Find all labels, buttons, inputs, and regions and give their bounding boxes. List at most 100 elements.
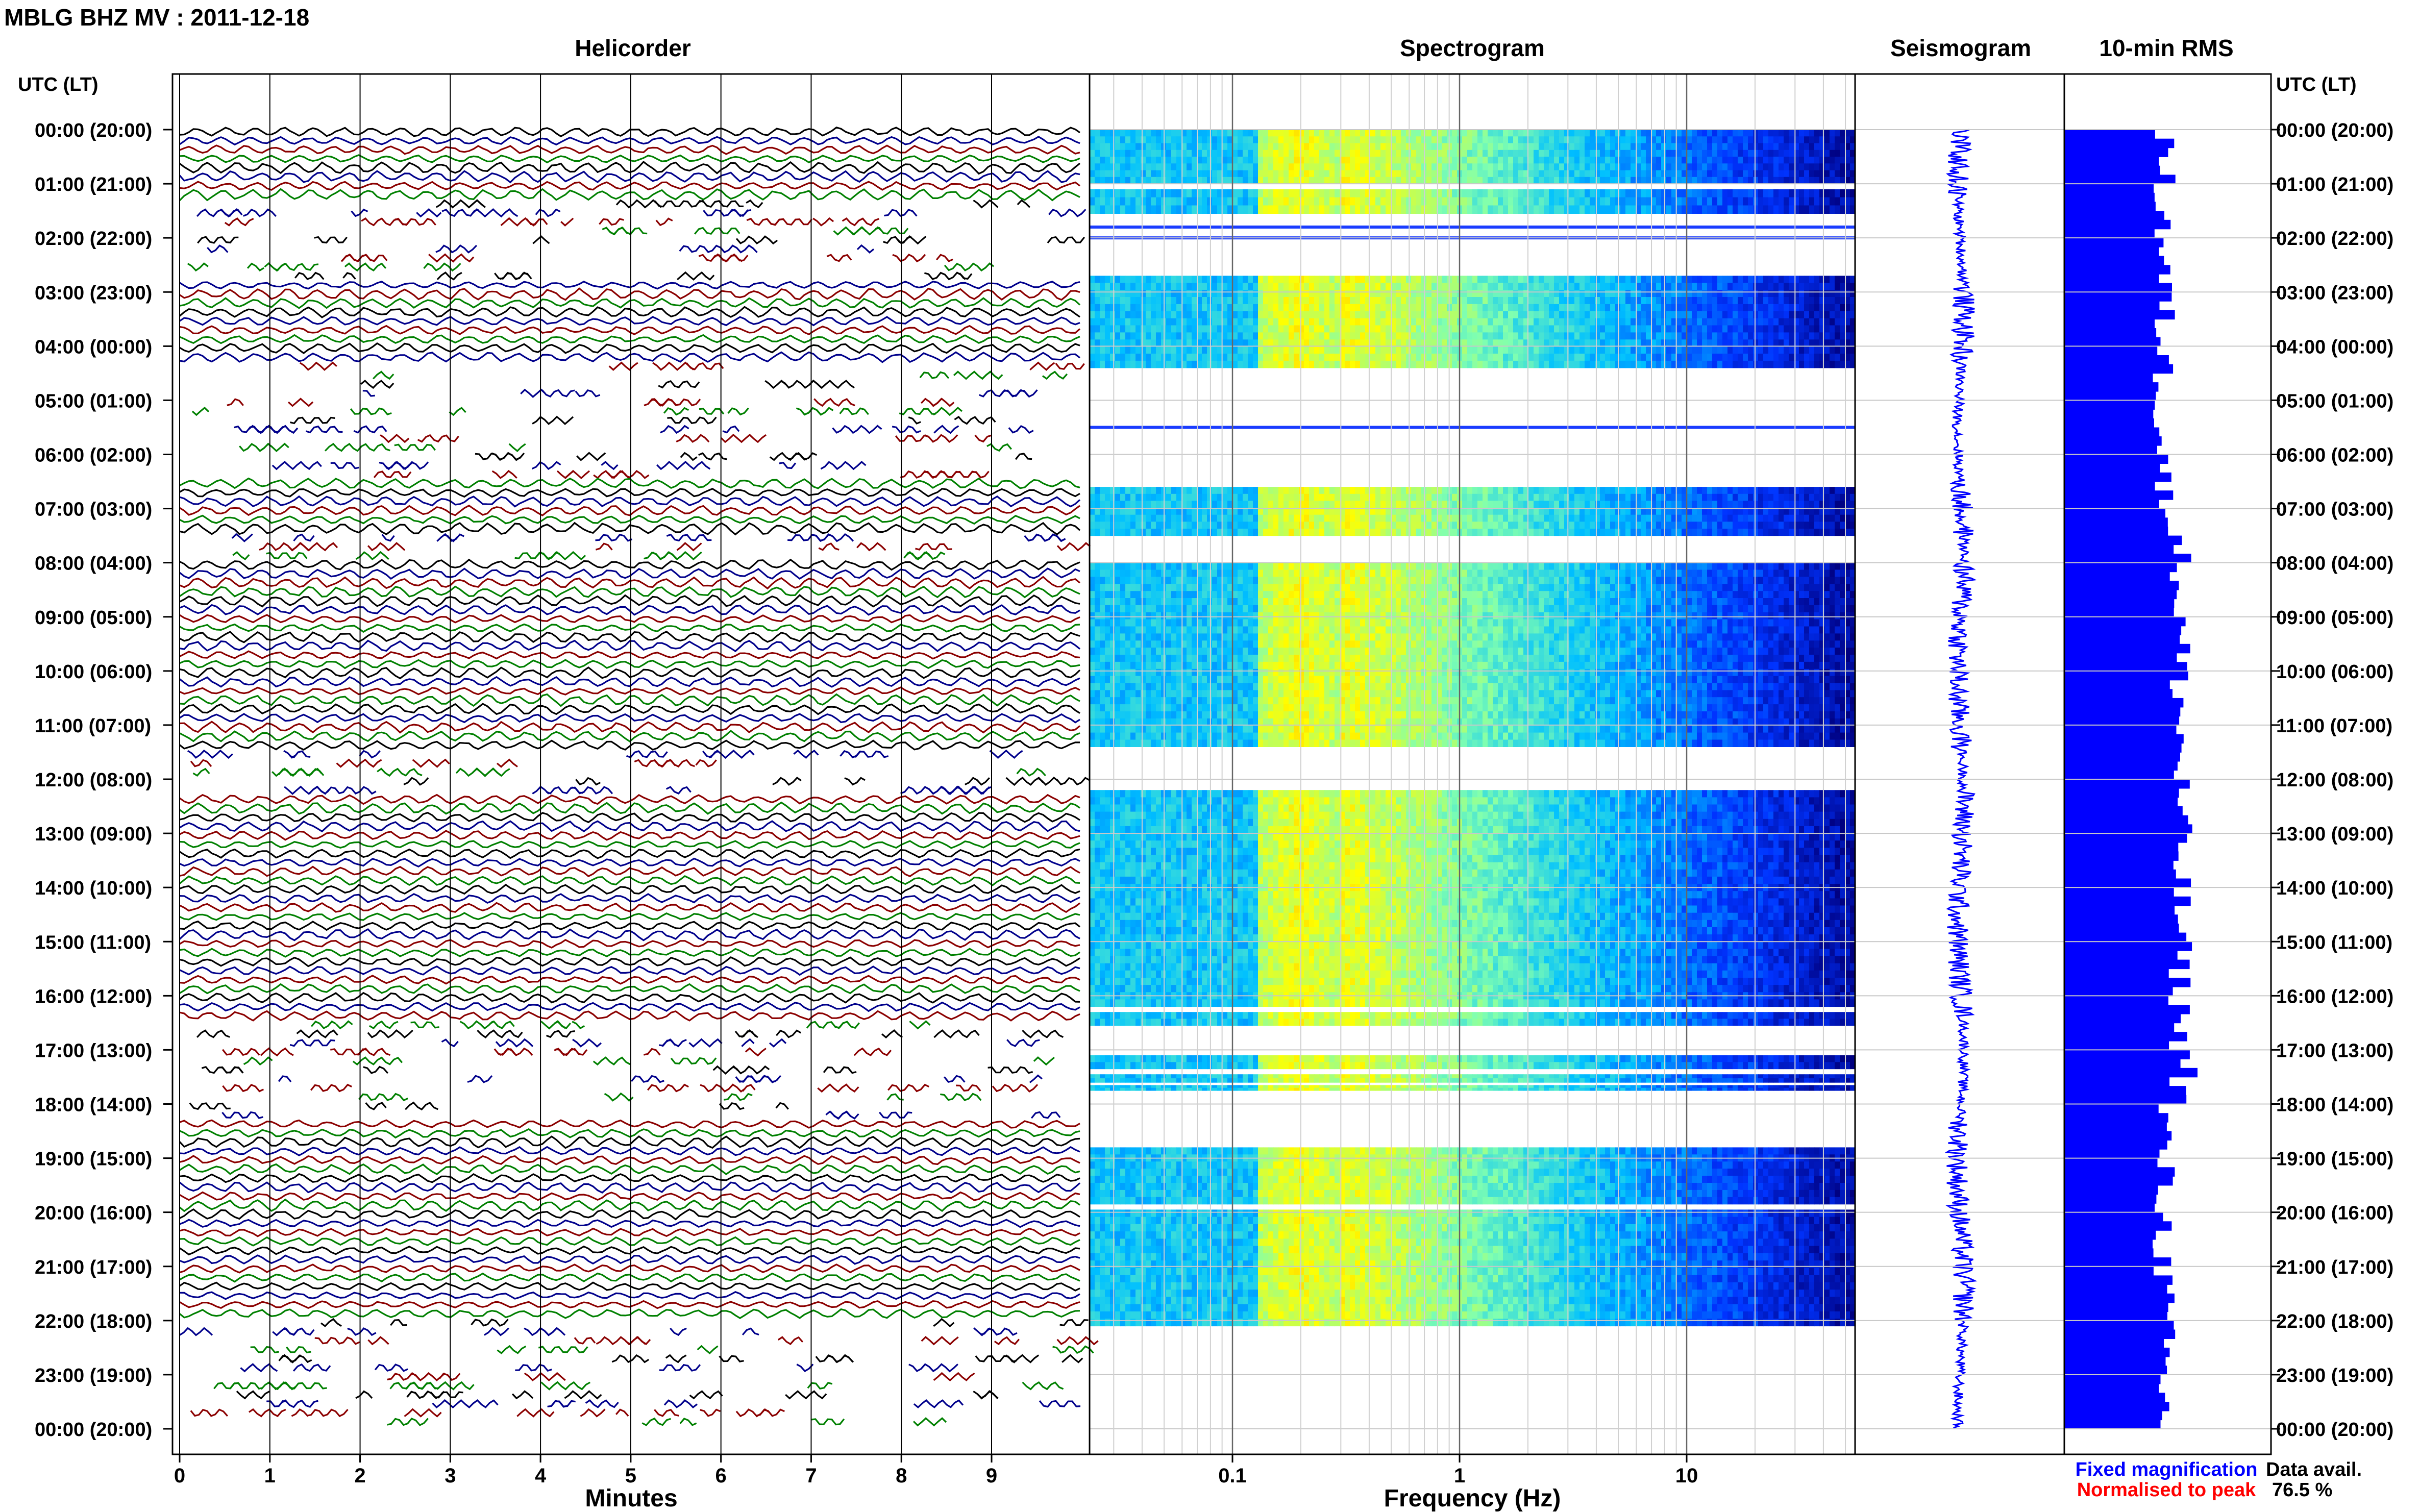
spectrogram-segment [1090, 1012, 1856, 1026]
helicorder-trace [179, 956, 1080, 968]
helicorder-trace-fragment [221, 1048, 260, 1056]
helicorder-trace [179, 1135, 1080, 1149]
helicorder-trace-fragment [361, 217, 411, 227]
helicorder-trace-fragment [335, 1020, 353, 1030]
helicorder-trace [179, 623, 1080, 633]
helicorder-trace-fragment [496, 758, 518, 768]
helicorder-trace-fragment [908, 1363, 958, 1373]
rms-bar [2064, 526, 2168, 536]
rms-bar [2064, 788, 2179, 798]
panel-frame [2063, 73, 2272, 1455]
spectrogram-segment [1090, 562, 1856, 747]
helicorder-trace [179, 928, 1080, 941]
helicorder-trace-fragment [940, 1093, 982, 1101]
helicorder-trace-fragment [844, 777, 866, 786]
helicorder-trace [179, 1173, 1080, 1184]
rms-bar [2064, 544, 2174, 554]
rms-bar [2064, 246, 2159, 257]
helicorder-trace-fragment [357, 1047, 391, 1056]
rms-bar [2064, 337, 2161, 347]
helicorder-trace-fragment [292, 1363, 331, 1372]
helicorder-trace-fragment [355, 1390, 373, 1399]
time-label-right: 18:00 (14:00) [2276, 1095, 2393, 1116]
helicorder-trace-fragment [659, 1364, 701, 1372]
rms-bar [2064, 310, 2175, 320]
helicorder-trace-fragment [187, 262, 209, 272]
rms-bar [2064, 445, 2157, 455]
helicorder-trace-fragment [856, 244, 875, 254]
helicorder-trace-fragment [532, 235, 550, 244]
helicorder-trace [179, 1146, 1080, 1157]
time-label-right: 22:00 (18:00) [2276, 1311, 2393, 1332]
rms-bar [2064, 184, 2154, 193]
rms-bar [2064, 319, 2155, 329]
helicorder-trace [179, 154, 1080, 164]
helicorder-trace-fragment [1056, 1336, 1099, 1346]
helicorder-trace-fragment [921, 1336, 959, 1346]
helicorder-trace-fragment [817, 1083, 859, 1093]
helicorder-trace-fragment [221, 1111, 263, 1119]
helicorder-trace-fragment [264, 262, 286, 272]
helicorder-trace [179, 558, 1080, 571]
helicorder-trace-fragment [833, 226, 867, 236]
time-label-left: 15:00 (11:00) [35, 932, 151, 953]
helicorder-trace-fragment [229, 1382, 243, 1390]
helicorder-trace-fragment [572, 1021, 585, 1030]
rms-bar [2064, 671, 2188, 681]
helicorder-trace-fragment [807, 1381, 833, 1390]
helicorder-trace-fragment [615, 199, 662, 209]
helicorder-trace-fragment [367, 1336, 389, 1346]
helicorder-trace-fragment [655, 217, 673, 227]
helicorder-trace-fragment [196, 208, 243, 217]
rms-title: 10-min RMS [2099, 35, 2233, 61]
helicorder-trace-fragment [1000, 389, 1038, 398]
helicorder-trace [179, 127, 1080, 138]
time-label-left: 00:00 (20:00) [35, 1419, 152, 1441]
rms-bar [2064, 436, 2162, 446]
helicorder-trace [179, 136, 1080, 146]
helicorder-trace-fragment [593, 1056, 631, 1066]
helicorder-trace-fragment [515, 1364, 552, 1372]
helicorder-trace-fragment [746, 199, 763, 209]
helicorder-trace-fragment [373, 470, 412, 479]
rms-bar [2064, 1230, 2156, 1240]
spectrogram-segment [1090, 1147, 1856, 1205]
helicorder-trace-fragment [248, 1408, 286, 1418]
helicorder-trace-fragment [190, 759, 212, 767]
helicorder-trace-fragment [404, 1408, 442, 1418]
spectrogram-segment [1090, 189, 1856, 214]
rms-bar [2064, 779, 2190, 789]
helicorder-trace [179, 161, 1081, 175]
rms-bar [2064, 1104, 2159, 1113]
helicorder-trace-fragment [667, 416, 717, 425]
time-label-left: 16:00 (12:00) [35, 986, 152, 1007]
helicorder-trace-fragment [574, 1336, 596, 1345]
helicorder-trace-fragment [694, 227, 740, 235]
time-label-right: 20:00 (16:00) [2276, 1203, 2393, 1224]
helicorder-trace-fragment [293, 533, 315, 542]
helicorder-trace-fragment [377, 767, 423, 777]
helicorder-trace-fragment [688, 1038, 723, 1048]
helicorder-trace-fragment [387, 1418, 429, 1426]
helicorder-trace-fragment [367, 542, 406, 552]
rms-bar [2064, 941, 2192, 951]
rms-bar [2064, 1302, 2168, 1312]
helicorder-trace-fragment [924, 271, 966, 281]
helicorder-trace-fragment [406, 1391, 428, 1399]
rms-bar [2064, 1032, 2187, 1042]
rms-bar [2064, 1339, 2164, 1348]
rms-bar [2064, 256, 2164, 265]
rms-bar [2064, 157, 2159, 166]
helicorder-trace-fragment [956, 1084, 981, 1092]
helicorder-trace-fragment [933, 1029, 980, 1039]
spectrogram-segment [1090, 276, 1856, 368]
helicorder-trace-fragment [564, 469, 590, 480]
helicorder-trace-fragment [660, 425, 689, 434]
helicorder-trace-fragment [531, 461, 561, 470]
helicorder-trace-fragment [928, 398, 942, 407]
helicorder-tick-label: 5 [625, 1465, 636, 1487]
helicorder-trace-fragment [436, 271, 462, 281]
rms-bar [2064, 1158, 2158, 1168]
helicorder-trace-fragment [572, 1038, 602, 1048]
